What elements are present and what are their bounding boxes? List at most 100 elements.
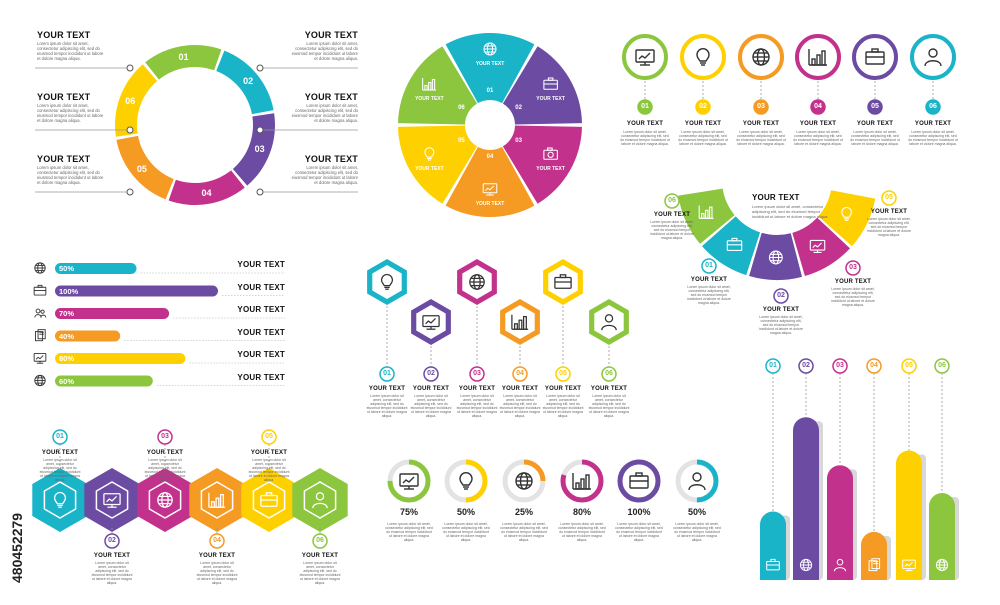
progress-title-6: YOUR TEXT bbox=[237, 372, 285, 382]
arc-step-2-number: 02 bbox=[777, 292, 785, 299]
step-title-3: YOUR TEXT bbox=[742, 121, 780, 127]
arc-segment-5 bbox=[818, 190, 876, 247]
ring-right-2-title: YOUR TEXT bbox=[304, 154, 358, 164]
hexpin-inner-1 bbox=[372, 265, 402, 299]
arc-step-3-number: 03 bbox=[849, 264, 857, 271]
column-6-number: 06 bbox=[938, 362, 946, 369]
ring-label-5: 05 bbox=[136, 163, 147, 174]
hexrow-1-circle bbox=[52, 429, 68, 445]
bar-chart-icon bbox=[511, 314, 529, 330]
pie-title-1: YOUR TEXT bbox=[475, 61, 505, 67]
hexpin-body-1: Lorem ipsum dolor sit amet, consectetur … bbox=[366, 394, 408, 418]
hexpin-5-circle bbox=[555, 366, 571, 382]
step-body-3: Lorem ipsum dolor sit amet, consectetur … bbox=[736, 130, 786, 146]
arc-step-title-1: YOUR TEXT bbox=[690, 277, 728, 283]
hexpin-3-number: 03 bbox=[473, 370, 481, 377]
arc-step-title-3: YOUR TEXT bbox=[834, 279, 872, 285]
bar-chart-icon bbox=[208, 492, 226, 508]
hexrow-title-2: YOUR TEXT bbox=[93, 553, 131, 559]
stock-id-watermark: 480452279 bbox=[2, 360, 25, 590]
progress-label-1: 50% bbox=[59, 264, 75, 273]
arc-step-6-number: 06 bbox=[668, 197, 676, 204]
hexrow-body-6: Lorem ipsum dolor sit amet, consectetur … bbox=[299, 561, 341, 585]
camera-icon bbox=[543, 147, 558, 160]
bulb-icon bbox=[53, 491, 67, 508]
step-ring-1 bbox=[622, 34, 668, 80]
hexpin-3-circle bbox=[469, 366, 485, 382]
hexpin-body-6: Lorem ipsum dolor sit amet, consectetur … bbox=[588, 394, 630, 418]
step-title-6: YOUR TEXT bbox=[914, 121, 952, 127]
globe-icon bbox=[935, 558, 949, 572]
hexpin-1-circle bbox=[379, 366, 395, 382]
hexrow-title-1: YOUR TEXT bbox=[41, 450, 79, 456]
step-ring-4 bbox=[795, 34, 841, 80]
ring-right-0-body: Lorem ipsum dolor sit amet, consectetur … bbox=[291, 41, 358, 61]
pie-title-5: YOUR TEXT bbox=[415, 166, 444, 172]
globe-icon bbox=[515, 472, 533, 490]
progress-label-5: 80% bbox=[59, 354, 75, 363]
hexrow-inner-3 bbox=[148, 481, 182, 519]
pie-segment-1 bbox=[445, 32, 535, 104]
column-2-circle bbox=[798, 358, 814, 374]
bar-chart-icon bbox=[422, 78, 437, 91]
arc-step-body-5: Lorem ipsum dolor sit amet, consectetur … bbox=[867, 217, 911, 237]
ring-left-1-body: Lorem ipsum dolor sit amet, consectetur … bbox=[37, 103, 104, 123]
hexrow-body-2: Lorem ipsum dolor sit amet, consectetur … bbox=[91, 561, 133, 585]
pct-label-4: 80% bbox=[572, 507, 591, 517]
hexrow-2-circle bbox=[104, 533, 120, 549]
user-icon bbox=[312, 492, 328, 509]
hexrow-title-3: YOUR TEXT bbox=[146, 450, 184, 456]
step-title-5: YOUR TEXT bbox=[856, 121, 894, 127]
globe-icon bbox=[799, 558, 813, 572]
step-body-6: Lorem ipsum dolor sit amet, consectetur … bbox=[908, 130, 958, 146]
arc-step-title-2: YOUR TEXT bbox=[762, 307, 800, 313]
globe-icon bbox=[483, 42, 497, 56]
hexrow-title-6: YOUR TEXT bbox=[301, 553, 339, 559]
pct-fill-3 bbox=[502, 459, 546, 503]
user-icon bbox=[601, 314, 617, 331]
user-icon bbox=[833, 558, 847, 572]
pie-number-5: 05 bbox=[458, 137, 465, 144]
arc-step-1-circle bbox=[701, 258, 717, 274]
column-bar-4 bbox=[861, 531, 888, 580]
ring-left-dot-0 bbox=[126, 64, 134, 72]
progress-title-5: YOUR TEXT bbox=[237, 350, 285, 359]
hexrow-outer-1 bbox=[32, 468, 88, 532]
progress-bar-6 bbox=[55, 375, 153, 387]
progress-bar-4 bbox=[55, 330, 121, 342]
pie-segment-2 bbox=[502, 46, 582, 125]
arc-center-title: YOUR TEXT bbox=[752, 193, 800, 202]
pct-body-6: Lorem ipsum dolor sit amet, consectetur … bbox=[673, 522, 721, 542]
ring-left-0-title: YOUR TEXT bbox=[37, 30, 91, 40]
progress-title-1: YOUR TEXT bbox=[237, 260, 285, 269]
column-bar-2 bbox=[793, 417, 819, 580]
pie-title-3: YOUR TEXT bbox=[536, 166, 565, 172]
step-body-4: Lorem ipsum dolor sit amet, consectetur … bbox=[793, 130, 843, 146]
monitor-icon bbox=[809, 239, 826, 254]
pct-label-1: 75% bbox=[399, 507, 418, 517]
column-2-number: 02 bbox=[802, 362, 810, 369]
ring-left-dot-1 bbox=[126, 126, 134, 134]
user-icon bbox=[924, 48, 942, 67]
pie-number-3: 03 bbox=[515, 137, 522, 144]
pie-number-2: 02 bbox=[515, 104, 522, 111]
column-bar-3 bbox=[827, 465, 853, 580]
people-icon bbox=[34, 308, 47, 318]
pct-fill-1 bbox=[387, 459, 431, 503]
pie-segment-6 bbox=[398, 46, 478, 125]
step-5-number: 05 bbox=[871, 103, 879, 110]
progress-label-2: 100% bbox=[59, 286, 79, 296]
hexpin-body-2: Lorem ipsum dolor sit amet, consectetur … bbox=[410, 394, 452, 418]
pct-fill-4 bbox=[560, 459, 604, 503]
hexpin-title-4: YOUR TEXT bbox=[501, 386, 539, 392]
hexpin-2-circle bbox=[423, 366, 439, 382]
hexrow-5-circle bbox=[261, 429, 277, 445]
arc-step-2-circle bbox=[773, 288, 789, 304]
column-3-circle bbox=[832, 358, 848, 374]
ring-label-2: 02 bbox=[243, 76, 254, 87]
bulb-icon bbox=[424, 147, 435, 161]
column-5-number: 05 bbox=[905, 362, 913, 369]
hexpin-title-2: YOUR TEXT bbox=[412, 386, 450, 392]
pct-body-2: Lorem ipsum dolor sit amet, consectetur … bbox=[442, 522, 490, 542]
